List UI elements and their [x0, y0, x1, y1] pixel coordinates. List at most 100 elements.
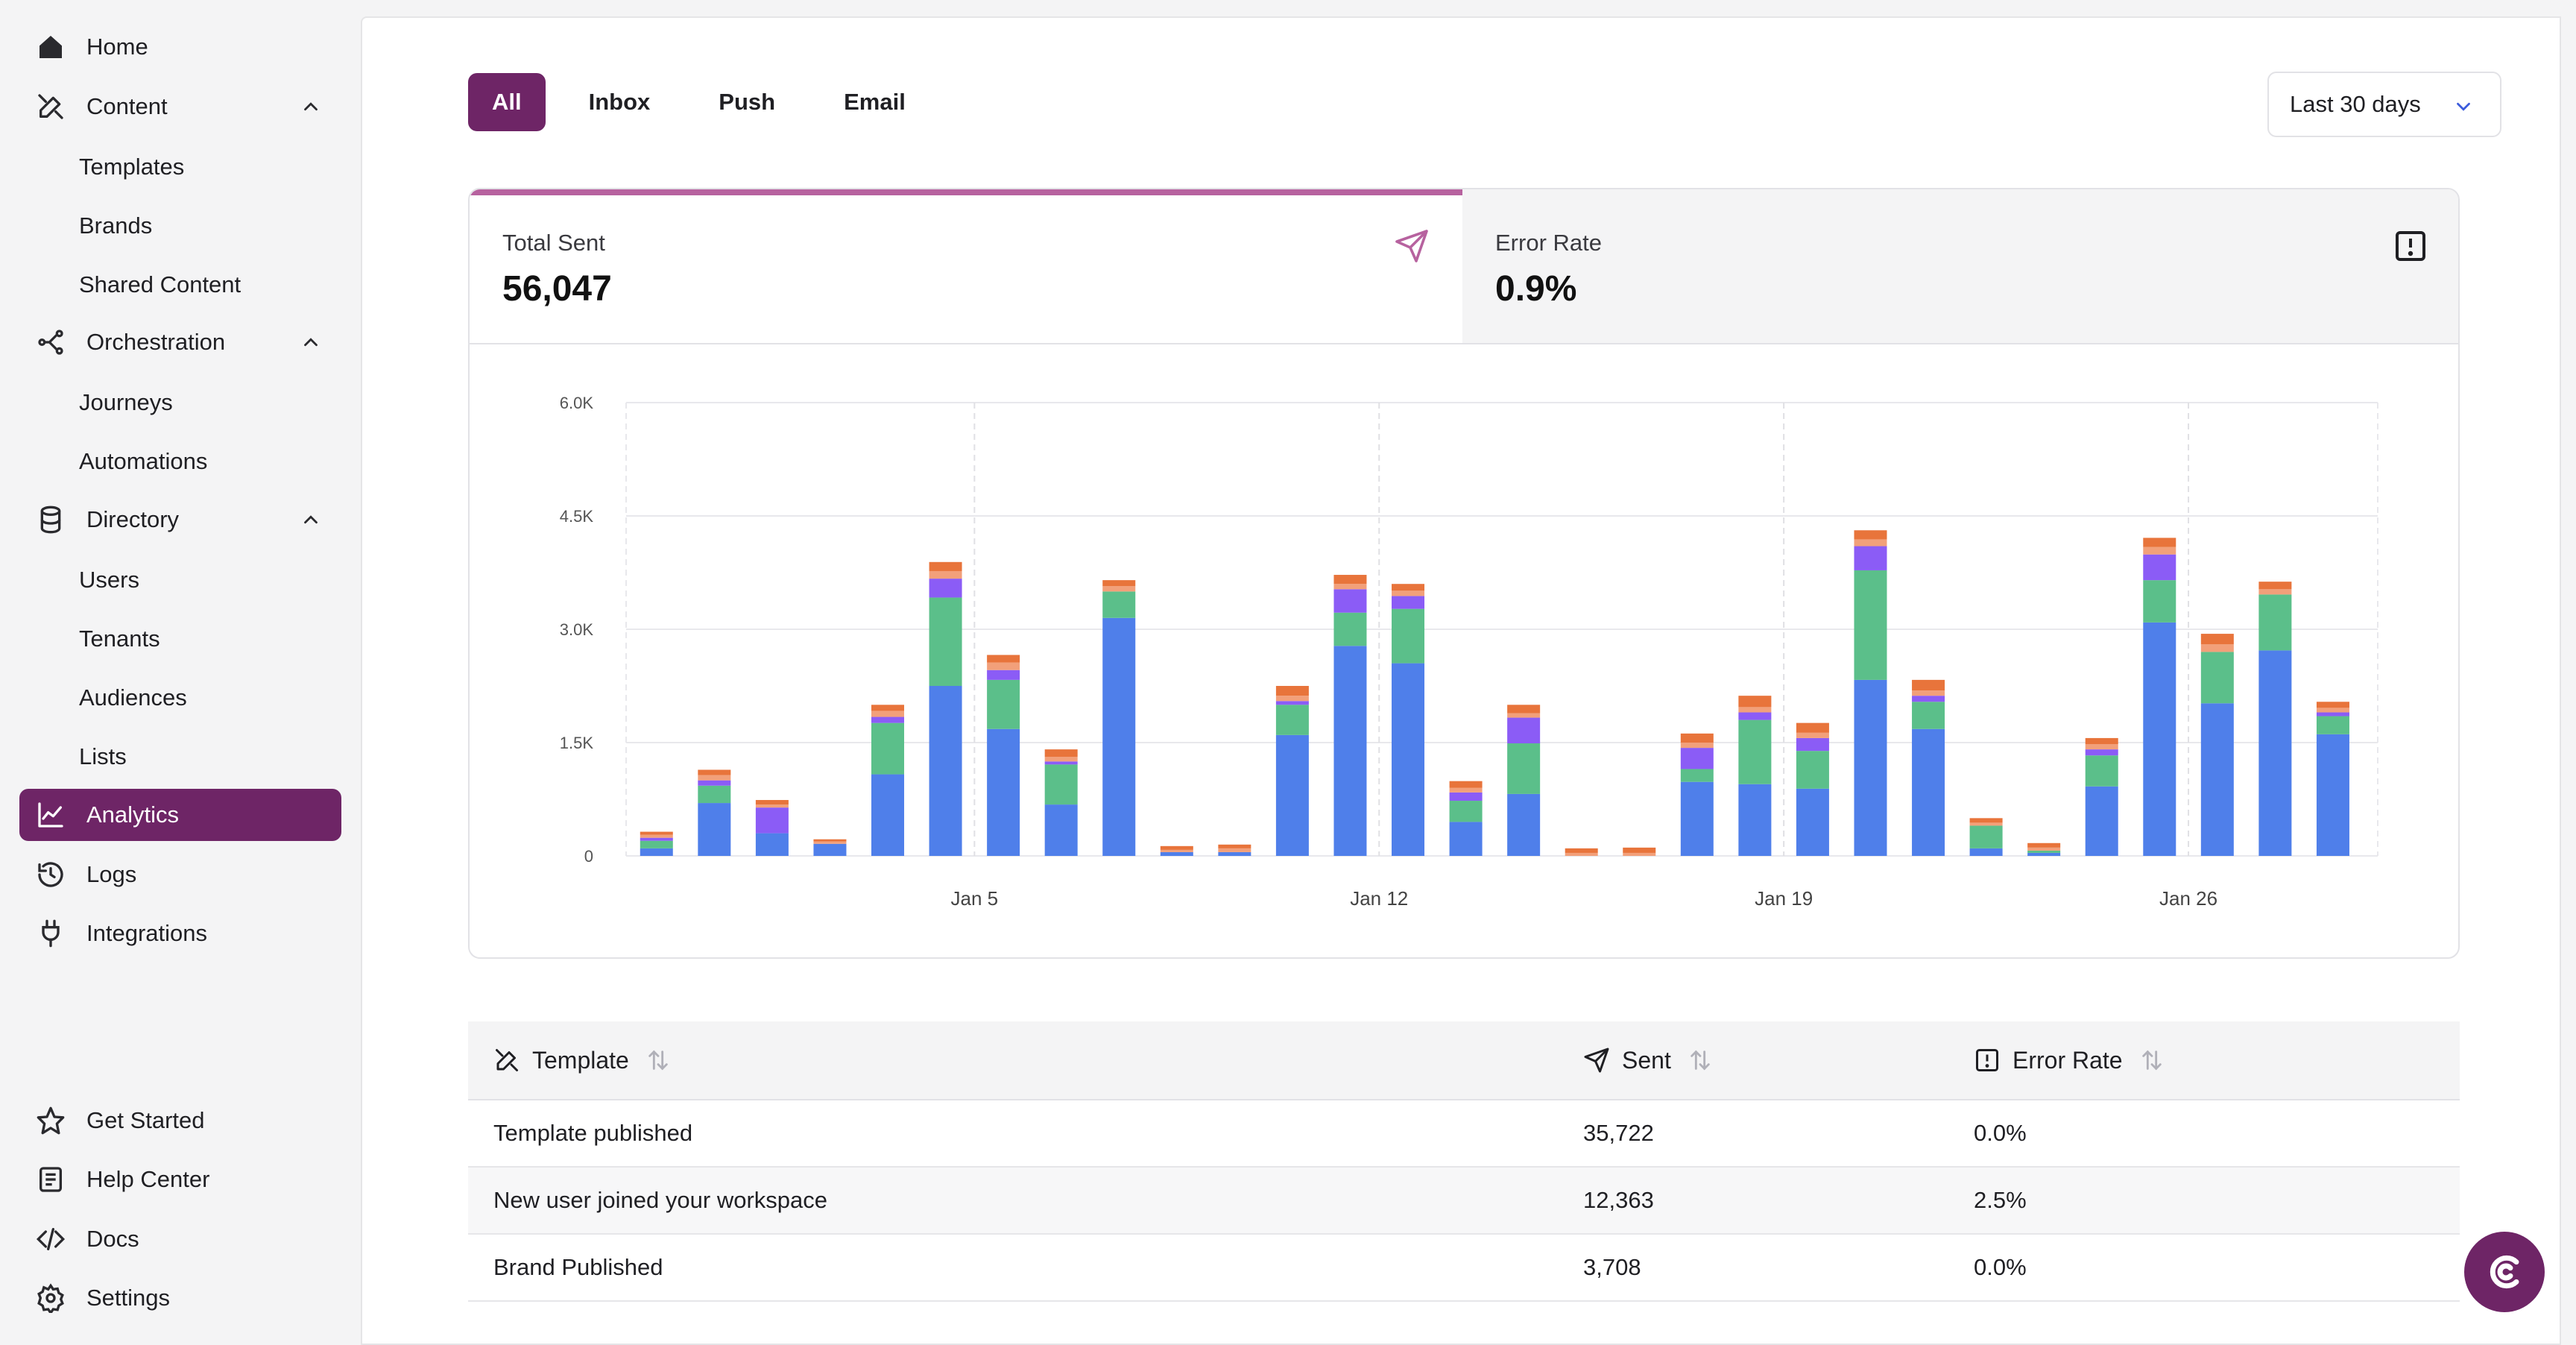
- bar-segment: [698, 780, 731, 786]
- sidebar-item-orchestration[interactable]: Orchestration: [19, 316, 341, 368]
- bar-segment: [987, 655, 1020, 663]
- bar-segment: [1392, 596, 1425, 609]
- bar-segment: [1796, 751, 1829, 789]
- sidebar-item-users[interactable]: Users: [79, 567, 139, 593]
- bar-segment: [1044, 757, 1078, 762]
- orchestration-icon: [34, 326, 67, 359]
- sidebar-item-directory[interactable]: Directory: [19, 494, 341, 546]
- sidebar-item-home[interactable]: Home: [19, 21, 341, 73]
- bar-segment: [1333, 584, 1367, 590]
- sort-icon[interactable]: [645, 1048, 671, 1073]
- sidebar-item-templates[interactable]: Templates: [79, 154, 185, 180]
- sidebar-item-docs[interactable]: Docs: [19, 1213, 341, 1265]
- total-sent-stat[interactable]: Total Sent 56,047: [470, 189, 1462, 343]
- code-icon: [34, 1223, 67, 1256]
- chevron-up-icon[interactable]: [300, 331, 322, 353]
- bar-segment: [1796, 732, 1829, 738]
- sidebar-item-settings[interactable]: Settings: [19, 1272, 341, 1324]
- plug-icon: [34, 917, 67, 950]
- bar-segment: [698, 769, 731, 775]
- sidebar-item-label: Home: [86, 34, 148, 60]
- bar-segment: [1218, 851, 1251, 856]
- date-range-select[interactable]: Last 30 days: [2267, 72, 2501, 137]
- bar-segment: [1275, 686, 1309, 696]
- bar-segment: [1507, 705, 1541, 714]
- sidebar-item-journeys[interactable]: Journeys: [79, 389, 173, 415]
- column-label: Sent: [1622, 1046, 1671, 1074]
- bar-segment: [755, 807, 789, 834]
- column-header-error-rate[interactable]: Error Rate: [1974, 1047, 2165, 1074]
- sidebar-item-analytics[interactable]: Analytics: [19, 789, 341, 841]
- sort-icon[interactable]: [1688, 1048, 1713, 1073]
- bar-segment: [1507, 717, 1541, 744]
- send-icon: [1395, 230, 1428, 262]
- sidebar-item-tenants[interactable]: Tenants: [79, 626, 160, 652]
- tab-inbox[interactable]: Inbox: [588, 89, 651, 115]
- bar-segment: [2027, 850, 2061, 853]
- table-row[interactable]: New user joined your workspace 12,363 2.…: [468, 1168, 2460, 1235]
- table-header: Template Sent Error Rate: [468, 1021, 2460, 1100]
- sidebar-item-label: Logs: [86, 861, 137, 887]
- sort-icon[interactable]: [2139, 1048, 2165, 1073]
- bar-segment: [1969, 822, 2003, 826]
- tab-push[interactable]: Push: [719, 89, 776, 115]
- error-rate-stat[interactable]: Error Rate 0.9%: [1462, 189, 2458, 343]
- bar-segment: [2200, 634, 2234, 645]
- bar-segment: [2316, 734, 2349, 856]
- bar-segment: [871, 711, 905, 717]
- column-header-template[interactable]: Template: [493, 1047, 671, 1074]
- bar-segment: [1392, 663, 1425, 856]
- sidebar-item-content[interactable]: Content: [19, 81, 341, 133]
- bar-segment: [2085, 786, 2118, 856]
- sidebar-item-integrations[interactable]: Integrations: [19, 907, 341, 960]
- bar-segment: [755, 800, 789, 805]
- sidebar-item-logs[interactable]: Logs: [19, 848, 341, 901]
- bar-segment: [640, 848, 673, 856]
- chevron-up-icon[interactable]: [300, 508, 322, 531]
- bar-segment: [1738, 712, 1772, 720]
- chevron-down-icon: [2457, 102, 2470, 111]
- sidebar-item-audiences[interactable]: Audiences: [79, 684, 187, 711]
- bar-segment: [871, 722, 905, 775]
- sidebar-item-automations[interactable]: Automations: [79, 448, 208, 474]
- date-range-value: Last 30 days: [2290, 91, 2421, 117]
- stat-value: 56,047: [502, 269, 612, 309]
- table-row[interactable]: Brand Published 3,708 0.0%: [468, 1235, 2460, 1302]
- bar-segment: [2316, 702, 2349, 708]
- sidebar-item-brands[interactable]: Brands: [79, 212, 153, 239]
- bar-segment: [1044, 804, 1078, 856]
- chevron-up-icon[interactable]: [300, 95, 322, 118]
- stat-label: Error Rate: [1495, 230, 1602, 256]
- bar-segment: [1854, 530, 1887, 540]
- bar-segment: [2200, 644, 2234, 652]
- help-chat-button[interactable]: [2464, 1232, 2545, 1312]
- book-icon: [34, 1163, 67, 1196]
- sidebar-item-label: Settings: [86, 1285, 171, 1311]
- column-header-sent[interactable]: Sent: [1583, 1047, 1713, 1074]
- bar-segment: [1044, 764, 1078, 805]
- bar-segment: [1912, 728, 1945, 856]
- send-icon: [1584, 1048, 1609, 1073]
- sidebar-item-shared-content[interactable]: Shared Content: [79, 271, 242, 297]
- bar-segment: [2143, 546, 2176, 555]
- sidebar-item-label: Integrations: [86, 920, 207, 946]
- bar-segment: [987, 662, 1020, 670]
- y-tick-label: 4.5K: [560, 507, 594, 526]
- bar-segment: [1449, 792, 1483, 801]
- bar-segment: [2258, 650, 2292, 856]
- bar-segment: [1392, 608, 1425, 664]
- tab-email[interactable]: Email: [844, 89, 906, 115]
- x-tick-label: Jan 12: [1350, 887, 1408, 910]
- sidebar-item-help-center[interactable]: Help Center: [19, 1153, 341, 1206]
- bar-segment: [1392, 584, 1425, 591]
- sidebar-item-lists[interactable]: Lists: [79, 743, 127, 769]
- bar-segment: [1680, 769, 1714, 782]
- bar-segment: [2027, 842, 2061, 848]
- table-row[interactable]: Template published 35,722 0.0%: [468, 1100, 2460, 1168]
- bar-segment: [1275, 701, 1309, 705]
- sidebar-item-get-started[interactable]: Get Started: [19, 1094, 341, 1147]
- bar-segment: [1738, 784, 1772, 856]
- bar-segment: [1218, 844, 1251, 848]
- y-tick-label: 3.0K: [560, 620, 594, 639]
- tab-all[interactable]: All: [468, 73, 546, 131]
